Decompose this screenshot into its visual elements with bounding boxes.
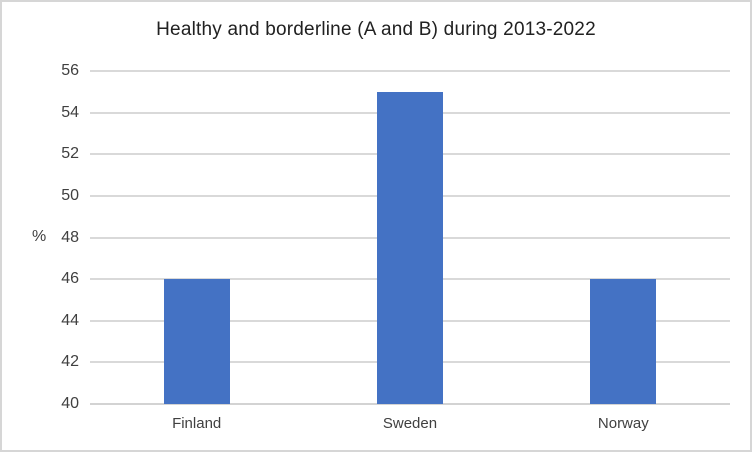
y-tick-label-52: 52: [61, 145, 79, 163]
y-tick-label-48: 48: [61, 228, 79, 246]
y-tick-label-50: 50: [61, 186, 79, 204]
x-axis-line: [90, 403, 730, 405]
x-tick-label-sweden: Sweden: [382, 415, 438, 432]
x-tick-label-finland: Finland: [172, 415, 222, 432]
y-tick-label-44: 44: [61, 311, 79, 329]
plot-area: [90, 70, 730, 405]
bar-finland: [163, 279, 230, 404]
bars: [90, 71, 730, 404]
gridline: [90, 70, 730, 72]
y-axis-label: %: [32, 228, 47, 245]
bar-norway: [590, 279, 657, 404]
x-axis-category-labels: Finland Sweden Norway: [90, 415, 730, 432]
bar-sweden: [377, 91, 443, 404]
y-tick-label-40: 40: [61, 395, 79, 412]
chart-title: Healthy and borderline (A and B) during …: [156, 19, 596, 40]
y-tick-label-54: 54: [61, 103, 79, 121]
y-tick-label-56: 56: [61, 62, 79, 79]
y-tick-label-46: 46: [61, 270, 79, 288]
y-tick-label-42: 42: [61, 353, 79, 371]
x-tick-label-norway: Norway: [597, 415, 649, 432]
y-axis-tick-labels: 56 54 52 50 48 46 44 42 40: [2, 62, 79, 412]
